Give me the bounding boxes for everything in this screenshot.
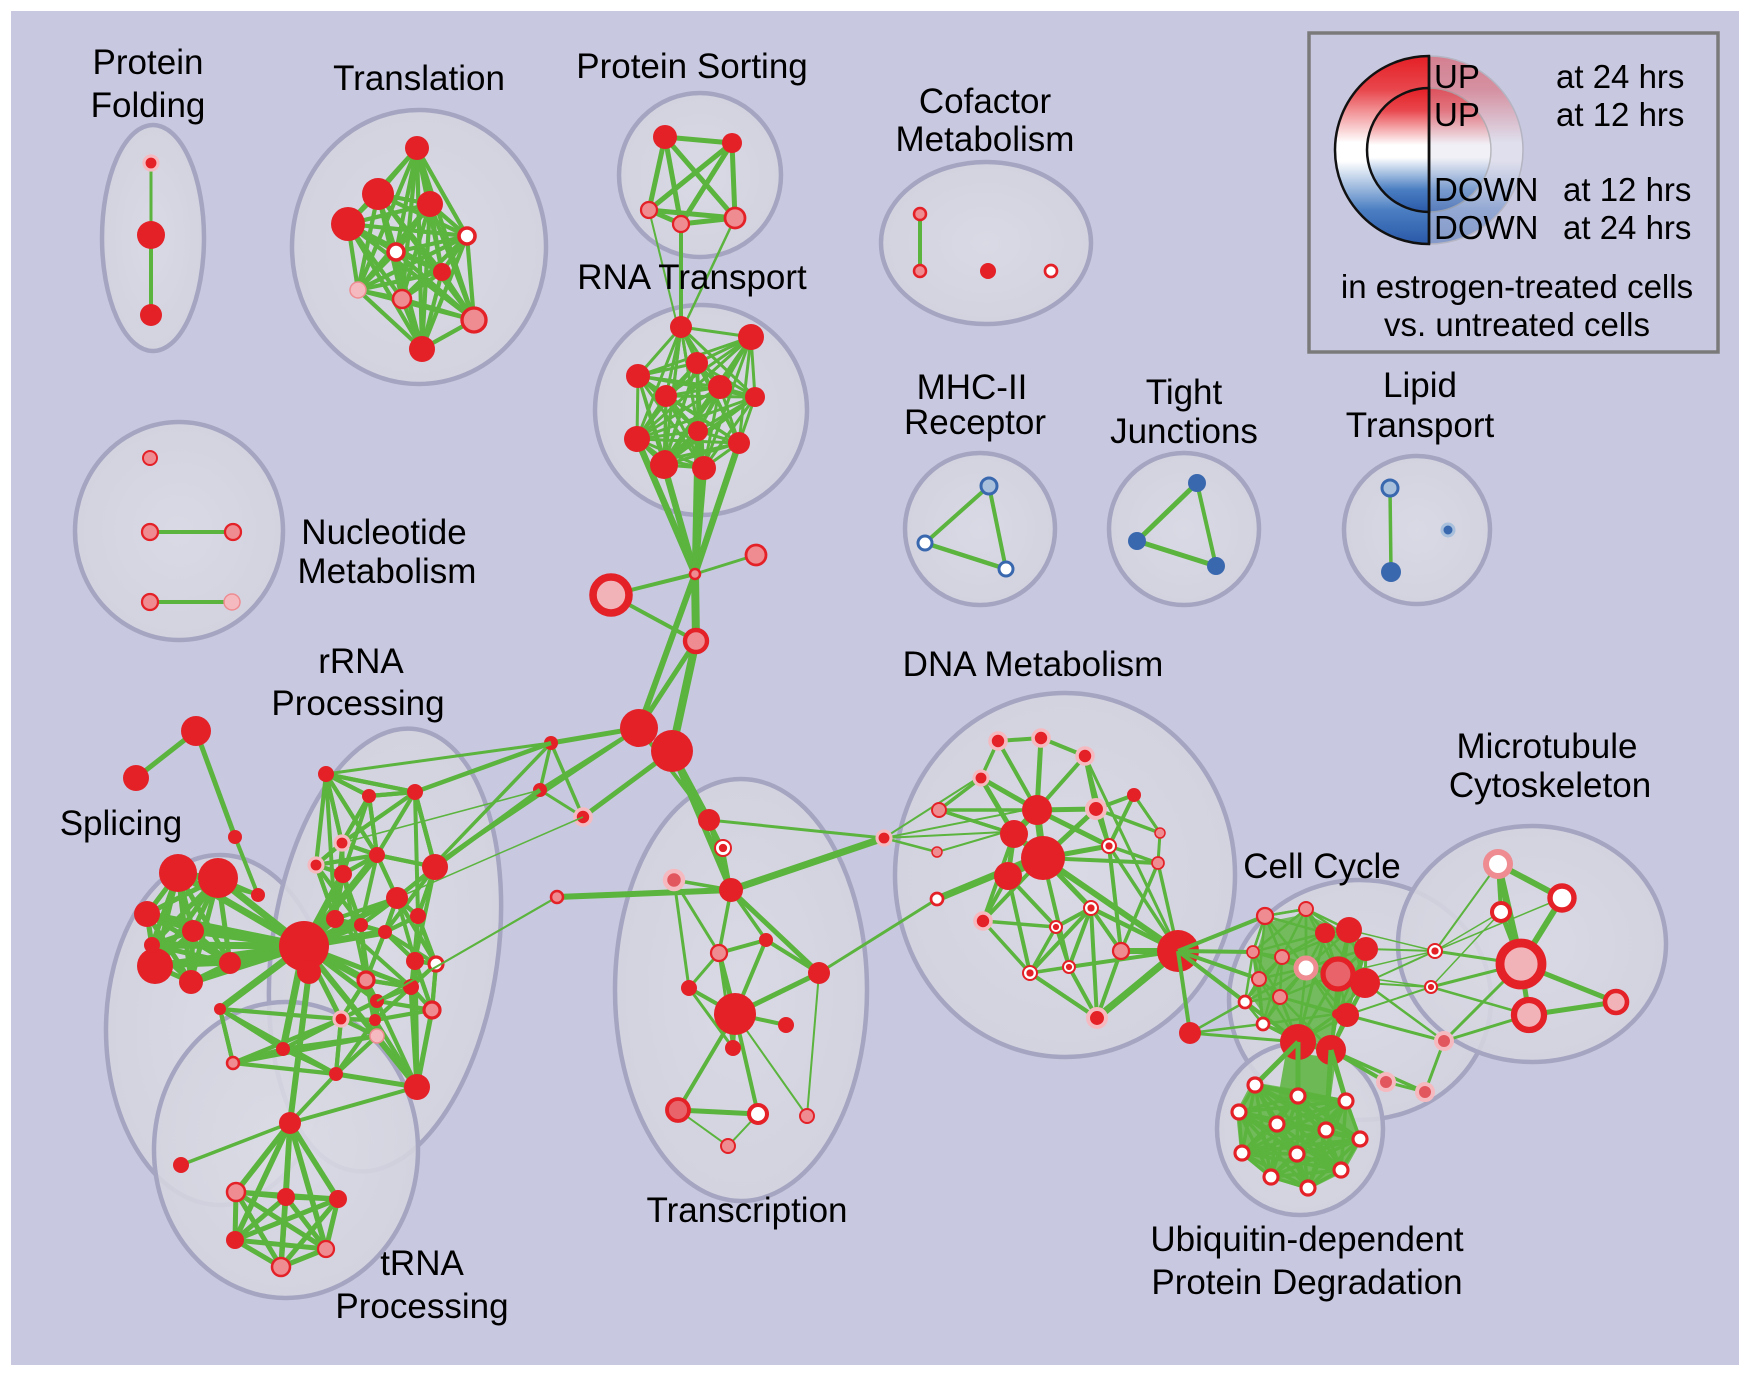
svg-text:Cofactor: Cofactor (919, 82, 1052, 121)
svg-text:Protein Degradation: Protein Degradation (1151, 1263, 1462, 1302)
svg-text:Translation: Translation (333, 59, 505, 98)
svg-text:Metabolism: Metabolism (298, 552, 477, 591)
svg-text:Transport: Transport (1346, 406, 1495, 445)
svg-text:Cell Cycle: Cell Cycle (1243, 847, 1401, 886)
svg-text:Tight: Tight (1146, 373, 1223, 412)
svg-text:DOWN: DOWN (1434, 171, 1538, 208)
svg-text:Junctions: Junctions (1110, 412, 1258, 451)
svg-text:in estrogen-treated cells: in estrogen-treated cells (1341, 268, 1693, 305)
svg-text:Receptor: Receptor (904, 403, 1046, 442)
svg-text:Processing: Processing (335, 1287, 508, 1326)
svg-text:DNA Metabolism: DNA Metabolism (903, 645, 1164, 684)
svg-text:Folding: Folding (91, 86, 206, 125)
svg-text:vs. untreated cells: vs. untreated cells (1384, 306, 1650, 343)
svg-text:Protein: Protein (93, 43, 204, 82)
svg-text:Metabolism: Metabolism (896, 120, 1075, 159)
svg-text:DOWN: DOWN (1434, 209, 1538, 246)
svg-text:UP: UP (1434, 58, 1480, 95)
svg-text:at 12 hrs: at 12 hrs (1556, 96, 1684, 133)
svg-text:at 12 hrs: at 12 hrs (1563, 171, 1691, 208)
svg-text:Transcription: Transcription (647, 1191, 848, 1230)
svg-text:Splicing: Splicing (60, 804, 183, 843)
svg-text:Microtubule: Microtubule (1457, 727, 1638, 766)
svg-text:RNA Transport: RNA Transport (577, 258, 807, 297)
svg-text:Processing: Processing (271, 684, 444, 723)
svg-text:Nucleotide: Nucleotide (301, 513, 466, 552)
svg-text:MHC-II: MHC-II (917, 368, 1028, 407)
svg-text:tRNA: tRNA (380, 1244, 464, 1283)
svg-text:at 24 hrs: at 24 hrs (1563, 209, 1691, 246)
svg-text:Ubiquitin-dependent: Ubiquitin-dependent (1150, 1220, 1464, 1259)
svg-text:Lipid: Lipid (1383, 366, 1457, 405)
svg-text:Cytoskeleton: Cytoskeleton (1449, 766, 1651, 805)
svg-text:rRNA: rRNA (318, 642, 404, 681)
svg-text:Protein Sorting: Protein Sorting (576, 47, 808, 86)
svg-text:at 24 hrs: at 24 hrs (1556, 58, 1684, 95)
svg-text:UP: UP (1434, 96, 1480, 133)
